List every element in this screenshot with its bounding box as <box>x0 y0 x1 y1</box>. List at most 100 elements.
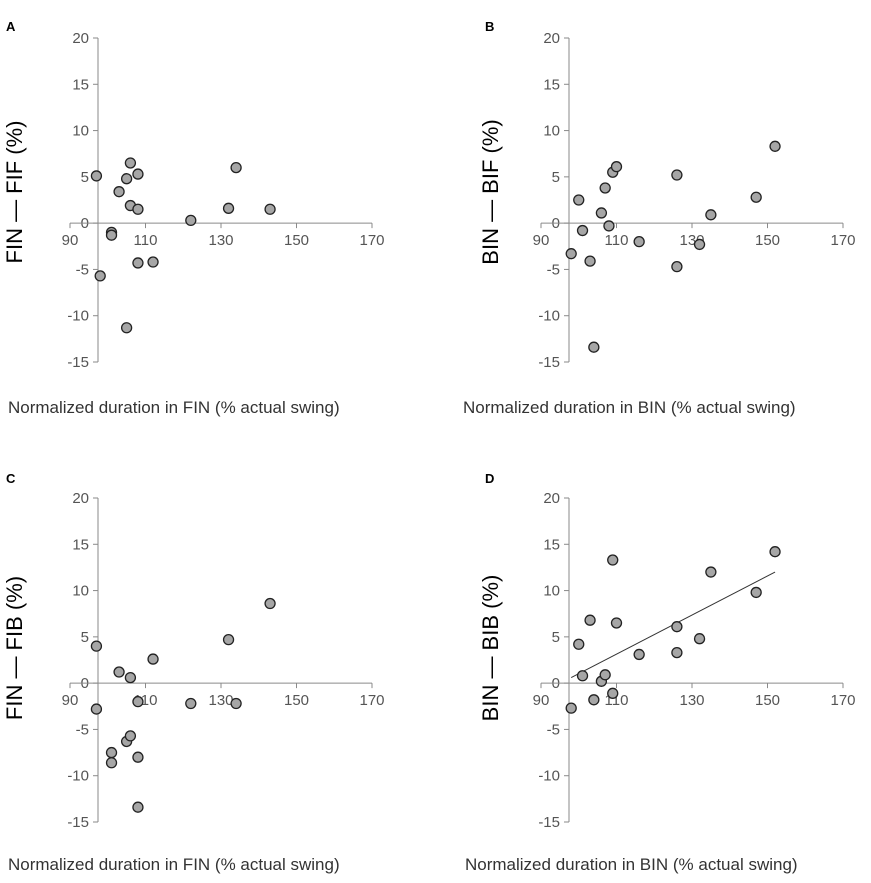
data-point <box>610 161 623 173</box>
panel-letter: B <box>485 19 494 34</box>
y-tick-label: -10 <box>67 308 89 325</box>
data-point <box>576 224 589 237</box>
y-tick-label: -5 <box>547 721 560 738</box>
y-tick-label: -15 <box>67 354 89 371</box>
data-point <box>607 687 619 699</box>
data-point <box>599 182 611 194</box>
x-tick-label: 130 <box>208 692 233 709</box>
panel-letter: C <box>6 471 16 486</box>
y-tick-label: 15 <box>543 76 560 93</box>
data-point <box>633 236 645 248</box>
data-point <box>599 669 611 681</box>
x-axis-label: Normalized duration in BIN (% actual swi… <box>463 398 796 417</box>
data-point <box>222 633 235 646</box>
y-tick-label: 20 <box>72 490 89 507</box>
data-point <box>147 653 159 665</box>
x-tick-label: 170 <box>830 232 855 249</box>
y-tick-label: 10 <box>72 583 89 600</box>
data-point <box>120 322 133 334</box>
x-tick-label: 90 <box>62 692 79 709</box>
data-point <box>565 248 577 260</box>
data-point <box>750 191 762 203</box>
data-point <box>264 597 276 610</box>
data-point <box>588 341 600 353</box>
y-tick-label: 5 <box>552 629 560 646</box>
data-point <box>264 203 276 215</box>
panel-letter: D <box>485 471 494 486</box>
data-point <box>90 640 103 652</box>
data-point <box>573 194 585 206</box>
y-tick-label: 5 <box>81 629 89 646</box>
y-tick-label: 20 <box>543 490 560 507</box>
panel-c: C FIN — FIB (%) Normalized duration in F… <box>2 471 385 874</box>
y-tick-label: -15 <box>67 814 89 831</box>
data-point <box>576 670 589 682</box>
y-tick-label: -10 <box>67 768 89 785</box>
data-point <box>132 801 144 813</box>
x-axis-label: Normalized duration in FIN (% actual swi… <box>8 398 340 417</box>
data-point <box>105 757 118 769</box>
y-tick-label: 10 <box>543 123 560 140</box>
y-axis-label: BIN — BIF (%) <box>478 119 503 264</box>
data-point <box>588 694 600 706</box>
panel-letter: A <box>6 19 16 34</box>
y-tick-label: 15 <box>543 536 560 553</box>
data-point <box>671 169 683 181</box>
data-point <box>90 170 103 182</box>
data-point <box>230 161 242 174</box>
y-axis-label: BIN — BIB (%) <box>478 575 503 722</box>
data-point <box>132 257 144 269</box>
x-tick-label: 150 <box>755 232 780 249</box>
data-point <box>671 261 683 273</box>
data-point <box>90 703 103 715</box>
x-tick-label: 110 <box>134 232 158 249</box>
data-point <box>573 638 585 650</box>
data-point <box>230 697 242 710</box>
data-point <box>105 229 118 241</box>
data-point <box>113 186 125 198</box>
data-point <box>132 696 144 708</box>
data-point <box>584 614 596 626</box>
x-tick-label: 150 <box>755 692 780 709</box>
panel-a: A FIN — FIF (%) Normalized duration in F… <box>2 19 385 417</box>
data-point <box>603 220 615 232</box>
x-tick-label: 170 <box>359 232 384 249</box>
data-point <box>124 671 137 684</box>
data-point <box>565 702 577 714</box>
x-tick-label: 130 <box>679 692 704 709</box>
x-tick-label: 90 <box>533 232 550 249</box>
x-tick-label: 150 <box>284 232 309 249</box>
x-tick-label: 170 <box>830 692 855 709</box>
data-point <box>113 666 125 678</box>
y-tick-label: -15 <box>538 354 560 371</box>
y-tick-label: -15 <box>538 814 560 831</box>
y-tick-label: -5 <box>76 261 89 278</box>
data-point <box>671 621 683 633</box>
data-point <box>94 270 106 282</box>
y-tick-label: 10 <box>543 583 560 600</box>
x-axis-label: Normalized duration in BIN (% actual swi… <box>465 855 798 874</box>
data-point <box>750 586 762 599</box>
data-point <box>105 746 118 759</box>
y-tick-label: 10 <box>72 123 89 140</box>
y-axis-label: FIN — FIF (%) <box>2 121 27 264</box>
data-point <box>693 238 706 251</box>
data-point <box>147 256 159 268</box>
data-point <box>693 633 706 645</box>
data-point <box>185 214 197 227</box>
data-point <box>607 554 619 566</box>
data-point <box>610 617 623 629</box>
data-point <box>705 209 717 221</box>
x-tick-label: 130 <box>208 232 233 249</box>
y-tick-label: -5 <box>547 261 560 278</box>
data-point <box>132 203 144 215</box>
y-axis-label: FIN — FIB (%) <box>2 576 27 720</box>
y-tick-label: 5 <box>81 169 89 186</box>
panel-b: B BIN — BIF (%) Normalized duration in B… <box>463 19 856 417</box>
y-tick-label: 15 <box>72 76 89 93</box>
data-point <box>185 697 197 710</box>
data-point <box>595 207 608 219</box>
y-tick-label: 15 <box>72 536 89 553</box>
data-point <box>120 173 133 185</box>
